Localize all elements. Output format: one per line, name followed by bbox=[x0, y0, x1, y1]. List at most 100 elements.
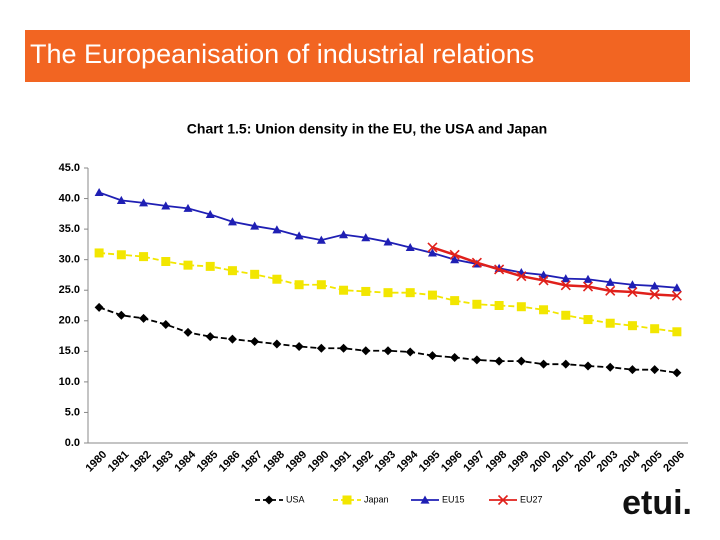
data-point bbox=[116, 250, 126, 260]
data-point bbox=[161, 201, 171, 210]
slide-title: The Europeanisation of industrial relati… bbox=[30, 39, 534, 69]
data-point bbox=[516, 302, 526, 312]
x-tick-label: 1993 bbox=[372, 449, 398, 475]
x-tick-label: 2002 bbox=[572, 449, 598, 475]
y-tick-label: 0.0 bbox=[65, 437, 80, 449]
data-point bbox=[361, 286, 371, 296]
data-point bbox=[650, 324, 660, 334]
x-tick-label: 2001 bbox=[550, 449, 576, 475]
data-point bbox=[516, 271, 527, 282]
data-point bbox=[516, 356, 526, 366]
data-point bbox=[183, 327, 193, 337]
data-point bbox=[627, 321, 637, 331]
data-point bbox=[383, 288, 393, 298]
data-point bbox=[139, 313, 149, 323]
data-point bbox=[205, 332, 215, 342]
y-tick-label: 30.0 bbox=[59, 254, 80, 266]
data-point bbox=[539, 305, 549, 315]
x-tick-label: 1981 bbox=[106, 449, 132, 475]
data-point bbox=[605, 362, 615, 372]
legend-label: Japan bbox=[364, 494, 389, 504]
y-tick-label: 15.0 bbox=[59, 345, 80, 357]
data-point bbox=[272, 274, 282, 284]
data-point bbox=[250, 269, 260, 279]
legend-marker bbox=[264, 495, 274, 505]
data-point bbox=[605, 285, 616, 296]
x-tick-label: 1982 bbox=[128, 449, 154, 475]
data-point bbox=[227, 334, 237, 344]
x-tick-label: 1980 bbox=[83, 449, 109, 475]
legend-label: EU27 bbox=[520, 494, 543, 504]
y-tick-label: 35.0 bbox=[59, 223, 80, 235]
legend-label: USA bbox=[286, 494, 305, 504]
y-tick-label: 40.0 bbox=[59, 192, 80, 204]
x-tick-label: 2006 bbox=[661, 449, 687, 475]
x-tick-label: 1984 bbox=[172, 448, 198, 474]
x-tick-label: 1983 bbox=[150, 449, 176, 475]
data-point bbox=[671, 290, 682, 301]
data-point bbox=[539, 270, 549, 279]
x-tick-label: 1997 bbox=[461, 449, 487, 475]
data-point bbox=[449, 249, 460, 260]
y-tick-label: 5.0 bbox=[65, 406, 80, 418]
x-tick-label: 1995 bbox=[417, 449, 443, 475]
y-tick-label: 25.0 bbox=[59, 284, 80, 296]
x-tick-label: 2005 bbox=[639, 449, 665, 475]
x-tick-label: 1991 bbox=[328, 449, 354, 475]
x-tick-label: 1990 bbox=[306, 449, 332, 475]
data-point bbox=[627, 365, 637, 375]
data-point bbox=[116, 310, 126, 320]
data-point bbox=[294, 280, 304, 290]
data-point bbox=[450, 296, 460, 306]
data-point bbox=[627, 280, 637, 289]
data-point bbox=[139, 252, 149, 262]
data-point bbox=[672, 368, 682, 378]
data-point bbox=[605, 318, 615, 328]
legend-label: EU15 bbox=[442, 494, 465, 504]
data-point bbox=[649, 289, 660, 300]
data-point bbox=[405, 347, 415, 357]
data-point bbox=[427, 290, 437, 300]
legend-marker bbox=[420, 495, 430, 504]
x-tick-label: 1988 bbox=[261, 449, 287, 475]
data-point bbox=[605, 277, 615, 286]
data-point bbox=[316, 280, 326, 290]
data-point bbox=[339, 230, 349, 239]
data-point bbox=[316, 235, 326, 244]
x-tick-label: 1994 bbox=[395, 448, 421, 474]
data-point bbox=[539, 359, 549, 369]
data-point bbox=[316, 343, 326, 353]
data-point bbox=[383, 346, 393, 356]
data-point bbox=[450, 255, 460, 264]
data-point bbox=[472, 355, 482, 365]
data-point bbox=[561, 310, 571, 320]
data-point bbox=[361, 233, 371, 242]
data-point bbox=[427, 351, 437, 361]
data-point bbox=[139, 198, 149, 207]
data-point bbox=[583, 274, 593, 283]
title-banner bbox=[25, 30, 690, 82]
data-point bbox=[405, 242, 415, 252]
x-tick-label: 1992 bbox=[350, 449, 376, 475]
data-point bbox=[494, 264, 505, 275]
x-tick-label: 1986 bbox=[217, 449, 243, 475]
data-point bbox=[361, 346, 371, 356]
data-point bbox=[561, 274, 571, 283]
x-tick-label: 2003 bbox=[595, 449, 621, 475]
data-point bbox=[161, 257, 171, 266]
data-point bbox=[250, 221, 260, 230]
y-tick-label: 45.0 bbox=[59, 162, 80, 174]
data-point bbox=[582, 281, 594, 292]
x-tick-label: 2000 bbox=[528, 449, 554, 475]
data-point bbox=[94, 187, 104, 197]
data-point bbox=[650, 365, 660, 375]
x-tick-label: 1985 bbox=[195, 449, 221, 475]
data-point bbox=[672, 283, 682, 292]
x-tick-label: 1996 bbox=[439, 449, 465, 475]
data-point bbox=[94, 248, 104, 258]
data-point bbox=[161, 319, 171, 329]
data-point bbox=[294, 231, 304, 240]
data-point bbox=[627, 286, 638, 298]
x-tick-label: 1987 bbox=[239, 449, 265, 475]
x-tick-label: 1999 bbox=[506, 449, 532, 475]
